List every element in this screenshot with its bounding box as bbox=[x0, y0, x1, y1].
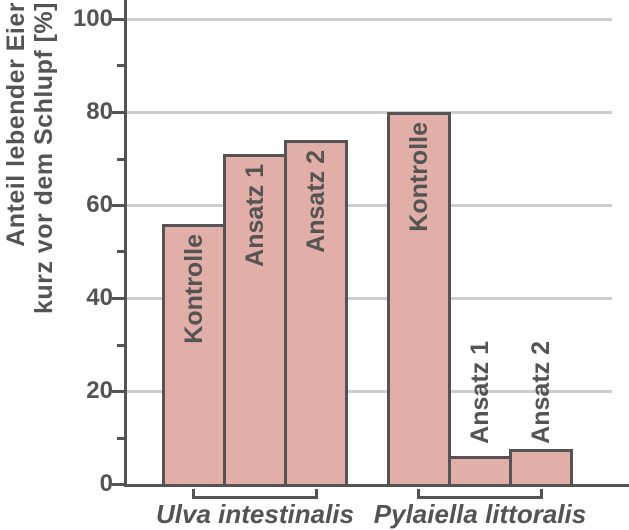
y-tick-label: 40 bbox=[86, 284, 113, 311]
bar-label: Kontrolle bbox=[180, 234, 208, 344]
grid-line bbox=[127, 297, 612, 300]
group-bracket bbox=[192, 489, 318, 499]
y-tick-label: 0 bbox=[99, 470, 113, 497]
y-major-tick bbox=[112, 111, 124, 114]
y-major-tick bbox=[112, 390, 124, 393]
bar bbox=[387, 112, 451, 487]
y-minor-tick bbox=[117, 344, 124, 347]
y-tick-label: 100 bbox=[72, 5, 113, 32]
y-axis-title-line-2: kurz vor dem Schlupf [%] bbox=[30, 2, 58, 315]
y-major-tick bbox=[112, 18, 124, 21]
bar bbox=[284, 140, 348, 487]
grid-line bbox=[127, 390, 612, 393]
bar-label: Ansatz 1 bbox=[466, 341, 494, 444]
y-major-tick bbox=[112, 204, 124, 207]
y-axis-line bbox=[124, 0, 127, 487]
group-bracket bbox=[417, 489, 543, 499]
group-label: Ulva intestinalis bbox=[156, 499, 354, 529]
y-tick-label: 60 bbox=[86, 191, 113, 218]
y-minor-tick bbox=[117, 64, 124, 67]
y-major-tick bbox=[112, 297, 124, 300]
y-tick-label: 20 bbox=[86, 377, 113, 404]
x-axis-line bbox=[124, 484, 629, 487]
grid-line bbox=[127, 204, 612, 207]
bar-label: Ansatz 2 bbox=[527, 341, 555, 444]
group-label: Pylaiella littoralis bbox=[373, 499, 587, 529]
bar-label: Kontrolle bbox=[405, 122, 433, 232]
bar-label: Ansatz 2 bbox=[302, 150, 330, 253]
y-tick-label: 80 bbox=[86, 98, 113, 125]
y-minor-tick bbox=[117, 437, 124, 440]
y-minor-tick bbox=[117, 250, 124, 253]
grid-line bbox=[127, 111, 612, 114]
y-minor-tick bbox=[117, 158, 124, 161]
bar-label: Ansatz 1 bbox=[241, 164, 269, 267]
grid-line bbox=[127, 18, 612, 21]
bar bbox=[223, 154, 287, 487]
bar bbox=[509, 449, 573, 487]
y-major-tick bbox=[112, 483, 124, 486]
bar bbox=[448, 456, 512, 487]
